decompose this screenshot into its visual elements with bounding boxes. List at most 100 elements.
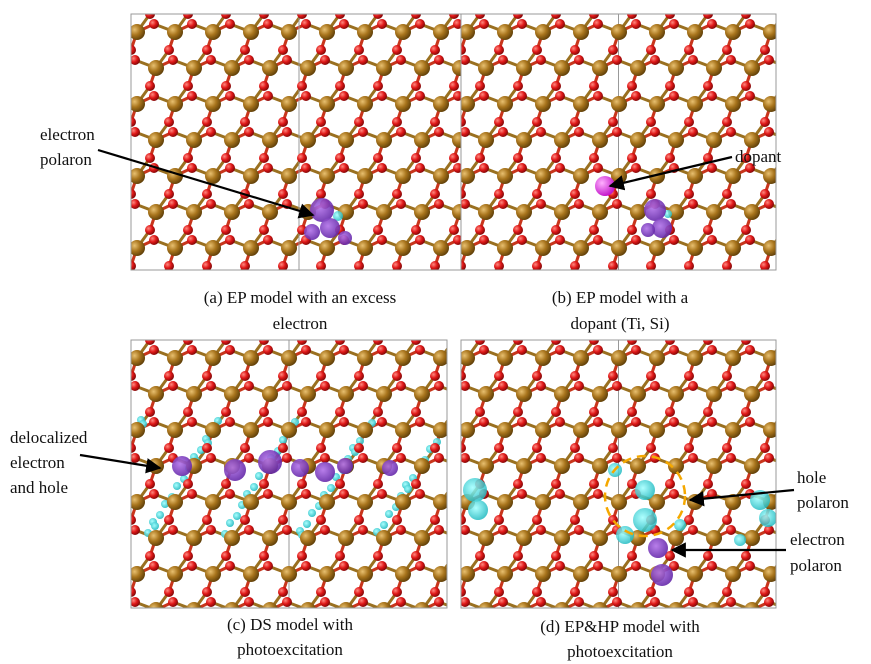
o-atom	[487, 623, 497, 633]
o-atom	[479, 633, 489, 643]
o-atom	[798, 261, 808, 271]
o-atom	[392, 117, 402, 127]
au-atom	[357, 350, 373, 366]
o-atom	[472, 271, 482, 281]
bond	[733, 302, 746, 320]
bond	[752, 314, 769, 322]
bond	[422, 276, 439, 284]
o-atom	[703, 551, 713, 561]
o-atom	[339, 91, 349, 101]
o-atom	[494, 515, 504, 525]
bond	[467, 302, 480, 320]
o-atom	[244, 55, 254, 65]
o-atom	[722, 371, 732, 381]
o-atom	[631, 19, 641, 29]
o-atom	[377, 345, 387, 355]
au-atom	[376, 386, 392, 402]
o-atom	[164, 189, 174, 199]
o-atom	[513, 225, 523, 235]
o-atom	[798, 117, 808, 127]
o-atom	[684, 659, 694, 664]
au-atom	[554, 0, 570, 4]
o-atom	[339, 489, 349, 499]
o-atom	[536, 381, 546, 391]
annotation: delocalized	[10, 428, 88, 447]
bond	[378, 0, 384, 14]
o-atom	[396, 453, 406, 463]
bond	[340, 322, 346, 340]
o-atom	[779, 225, 789, 235]
o-atom	[665, 407, 675, 417]
au-atom	[554, 60, 570, 76]
o-atom	[593, 345, 603, 355]
bond	[790, 276, 807, 284]
au-atom	[801, 96, 817, 112]
au-atom	[820, 0, 836, 4]
bond	[461, 320, 467, 338]
o-atom	[434, 127, 444, 137]
o-atom	[206, 525, 216, 535]
o-atom	[475, 81, 485, 91]
bond	[213, 312, 230, 320]
o-atom	[779, 479, 789, 489]
o-atom	[107, 9, 117, 19]
o-atom	[612, 55, 622, 65]
au-atom	[262, 132, 278, 148]
isosurface	[250, 483, 258, 491]
isosurface	[224, 459, 246, 481]
o-atom	[301, 345, 311, 355]
o-atom	[278, 371, 288, 381]
bond	[137, 638, 154, 646]
au-atom	[376, 602, 392, 618]
o-atom	[221, 407, 231, 417]
o-atom	[282, 271, 292, 281]
au-atom	[319, 350, 335, 366]
o-atom	[745, 345, 755, 355]
au-atom	[440, 314, 456, 330]
au-atom	[497, 422, 513, 438]
o-atom	[145, 623, 155, 633]
o-atom	[817, 9, 827, 19]
au-atom	[687, 350, 703, 366]
o-atom	[764, 453, 774, 463]
au-atom	[338, 386, 354, 402]
o-atom	[244, 525, 254, 535]
bond	[423, 320, 429, 338]
au-atom	[91, 24, 107, 40]
o-atom	[316, 587, 326, 597]
o-atom	[475, 153, 485, 163]
o-atom	[532, 117, 542, 127]
panels	[88, 0, 850, 664]
bond	[156, 314, 173, 322]
bond	[448, 592, 461, 610]
au-atom	[630, 0, 646, 4]
bond	[809, 412, 822, 430]
bond	[93, 574, 99, 592]
bond	[492, 284, 498, 302]
bond	[828, 458, 845, 466]
au-atom	[611, 350, 627, 366]
au-atom	[471, 638, 487, 654]
bond	[211, 276, 232, 284]
au-atom	[338, 132, 354, 148]
bond	[809, 86, 822, 104]
au-atom	[801, 24, 817, 40]
o-atom	[221, 153, 231, 163]
caption: electron	[273, 314, 328, 333]
au-atom	[148, 0, 164, 4]
o-atom	[555, 307, 565, 317]
au-atom	[490, 276, 506, 292]
o-atom	[187, 19, 197, 29]
bond	[232, 314, 249, 322]
bond	[382, 638, 403, 646]
bond	[769, 276, 790, 284]
o-atom	[225, 307, 235, 317]
bond	[465, 276, 486, 284]
au-atom	[376, 60, 392, 76]
o-atom	[221, 81, 231, 91]
au-atom	[592, 386, 608, 402]
o-atom	[111, 633, 121, 643]
bond	[150, 322, 156, 340]
bond	[822, 140, 828, 158]
o-atom	[377, 489, 387, 499]
